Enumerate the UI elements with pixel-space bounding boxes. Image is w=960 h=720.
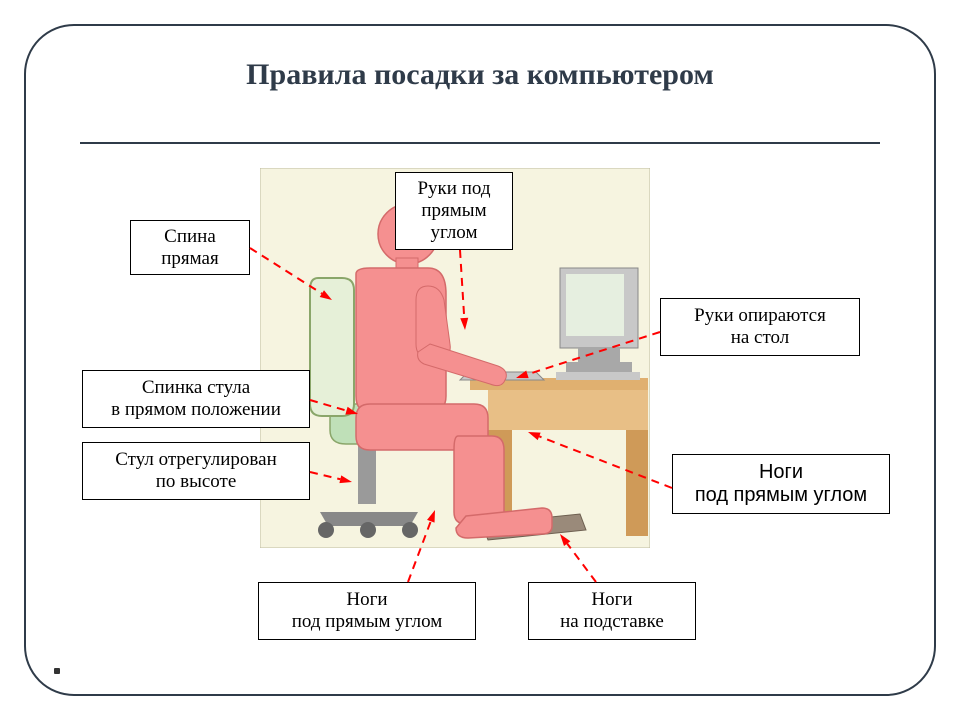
corner-handle: [54, 668, 60, 674]
callout-arms-right-angle: Руки под прямым углом: [395, 172, 513, 250]
title-underline: [80, 142, 880, 144]
callout-hands-on-desk: Руки опираются на стол: [660, 298, 860, 356]
callout-chair-height: Стул отрегулирован по высоте: [82, 442, 310, 500]
callout-feet-on-rest: Ноги на подставке: [528, 582, 696, 640]
callout-legs-right-angle-2: Ноги под прямым углом: [672, 454, 890, 514]
callout-back-straight: Спина прямая: [130, 220, 250, 275]
callout-chair-back-upright: Спинка стула в прямом положении: [82, 370, 310, 428]
page-title: Правила посадки за компьютером: [80, 58, 880, 92]
callout-legs-right-angle-1: Ноги под прямым углом: [258, 582, 476, 640]
